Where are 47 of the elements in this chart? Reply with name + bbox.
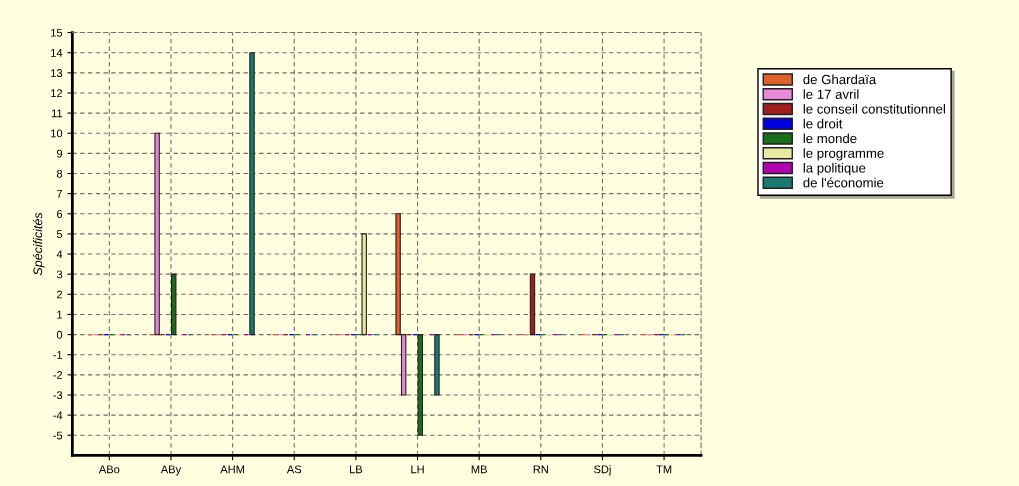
y-tick-label: 11 (51, 109, 63, 118)
x-tick-label: TM (656, 465, 672, 474)
bar (171, 273, 177, 336)
y-tick-label: 3 (56, 270, 63, 279)
bar (417, 334, 424, 436)
y-tick-label: -4 (53, 411, 63, 420)
y-tick-label: 2 (57, 290, 63, 299)
y-tick-label: 4 (56, 250, 63, 259)
x-tick-label: MB (471, 465, 487, 474)
x-tick-label: ABo (98, 465, 120, 474)
y-tick-label: 6 (57, 210, 63, 218)
y-tick-label: 1 (57, 310, 63, 319)
bar (154, 132, 160, 336)
y-tick-label: 14 (51, 49, 63, 57)
legend-label: la politique (803, 162, 866, 176)
bar (529, 273, 536, 336)
y-tick-label: 12 (51, 89, 63, 97)
legend-label: le 17 avril (803, 89, 859, 99)
x-tick-label: ABy (160, 465, 182, 476)
legend-label: le conseil constitutionnel (803, 103, 945, 114)
x-tick-label: SDj (594, 465, 611, 476)
x-tick-label: AHM (220, 465, 245, 474)
y-tick-label: 15 (51, 28, 63, 37)
y-tick-label: -5 (53, 431, 63, 440)
legend-label: de Ghardaïa (803, 74, 877, 85)
bar (249, 52, 255, 336)
legend-label: le monde (803, 133, 857, 144)
x-tick-label: LB (350, 465, 363, 474)
y-tick-label: 13 (51, 69, 63, 77)
y-tick-label: 9 (56, 149, 63, 158)
y-tick-label: 10 (51, 129, 63, 138)
y-tick-label: 7 (57, 190, 63, 198)
y-tick-label: -3 (53, 391, 63, 400)
x-tick-label: LH (411, 465, 424, 474)
legend-label: le droit (803, 118, 843, 129)
bar (361, 233, 367, 336)
y-tick-label: 0 (56, 330, 63, 339)
y-tick-label: 5 (56, 230, 63, 239)
x-tick-label: RN (533, 465, 548, 474)
x-tick-label: AS (286, 465, 302, 474)
y-axis-title: Spécificités (32, 212, 45, 276)
bar (434, 334, 440, 396)
y-tick-label: -2 (53, 371, 63, 379)
legend-label: de l'économie (803, 177, 884, 188)
y-tick-label: 8 (56, 169, 63, 178)
y-tick-label: -1 (53, 351, 63, 359)
legend-label: le programme (803, 148, 884, 161)
